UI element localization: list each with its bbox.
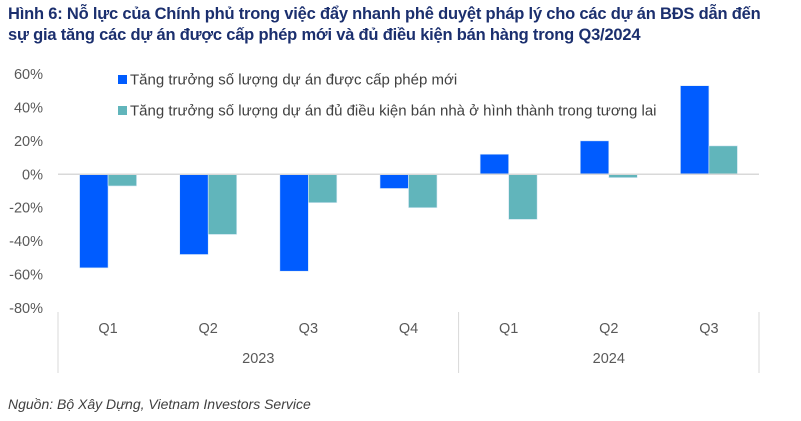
bar-series-1-q3-6 xyxy=(680,85,710,175)
y-tick-label: 20% xyxy=(14,134,43,150)
x-tick-label: Q1 xyxy=(98,321,117,337)
source-note: Nguồn: Bộ Xây Dựng, Vietnam Investors Se… xyxy=(8,396,311,412)
bar-series-1-q2-5 xyxy=(579,140,610,175)
x-tick-label: Q4 xyxy=(399,321,418,337)
x-tick-label: Q3 xyxy=(299,321,318,337)
y-tick-label: 60% xyxy=(14,67,43,83)
y-tick-label: -60% xyxy=(9,268,43,284)
y-tick-label: -80% xyxy=(9,301,43,317)
bar-series-1-q1-4 xyxy=(479,153,509,175)
y-tick-label: -40% xyxy=(9,234,43,250)
legend-swatch xyxy=(118,106,127,115)
x-tick-label: Q2 xyxy=(199,321,218,337)
bar-series-2-q2-1 xyxy=(207,173,238,235)
bar-series-1-q1-0 xyxy=(79,173,109,269)
y-tick-label: -20% xyxy=(9,201,43,217)
bar-series-1-q4-3 xyxy=(379,173,409,189)
x-axis: Q1 Q2 Q3 Q4 Q1 Q2 Q3 2023 2024 xyxy=(57,312,760,373)
bar-series-1-q3-2 xyxy=(279,173,309,272)
x-group-label: 2023 xyxy=(242,351,274,367)
legend-label: Tăng trưởng số lượng dự án được cấp phép… xyxy=(130,72,457,89)
legend-swatch xyxy=(118,75,127,84)
x-tick-label: Q1 xyxy=(499,321,518,337)
y-tick-label: 0% xyxy=(22,167,43,183)
bar-series-2-q4-3 xyxy=(408,173,438,209)
bar-series-2-q3-6 xyxy=(708,145,738,175)
bar-series-2-q3-2 xyxy=(308,173,338,204)
x-tick-label: Q2 xyxy=(599,321,618,337)
y-axis-ticks: 60% 40% 20% 0% -20% -40% -60% -80% xyxy=(9,67,43,317)
x-group-label: 2024 xyxy=(593,351,625,367)
legend: Tăng trưởng số lượng dự án được cấp phép… xyxy=(118,72,657,120)
bar-series-2-q1-4 xyxy=(508,173,538,220)
y-tick-label: 40% xyxy=(14,100,43,116)
bars xyxy=(79,85,738,272)
chart-title-line-1: Hình 6: Nỗ lực của Chính phủ trong việc … xyxy=(8,5,761,23)
x-tick-label: Q3 xyxy=(699,321,718,337)
bar-series-1-q2-1 xyxy=(179,173,209,255)
chart-title-line-2: sự gia tăng các dự án được cấp phép mới … xyxy=(8,26,641,44)
legend-label: Tăng trưởng số lượng dự án đủ điều kiện … xyxy=(130,103,657,120)
bar-series-2-q1-0 xyxy=(107,173,137,187)
chart-title: Hình 6: Nỗ lực của Chính phủ trong việc … xyxy=(8,4,798,46)
